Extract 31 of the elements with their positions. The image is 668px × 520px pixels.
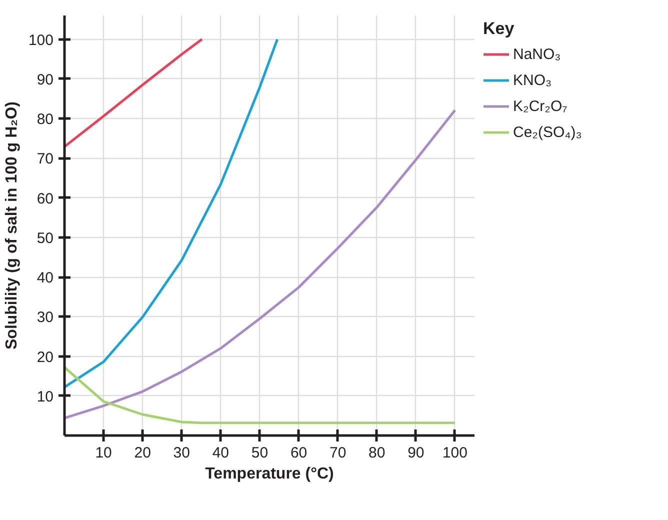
- y-tick-label: 30: [36, 309, 54, 326]
- legend-title: Key: [483, 19, 516, 39]
- y-tick-label: 40: [36, 270, 54, 287]
- legend-label: NaNO₃: [513, 46, 561, 62]
- legend-label: Ce₂(SO₄)₃: [513, 124, 582, 140]
- x-tick-label: 40: [212, 444, 230, 462]
- x-tick-label: 50: [251, 444, 268, 462]
- x-tick-label: 100: [442, 444, 468, 462]
- line-series: [64, 38, 279, 388]
- x-tick-label: 60: [290, 444, 308, 462]
- line-series: [64, 108, 456, 420]
- y-tick-label: 90: [36, 71, 54, 88]
- x-tick-label: 90: [408, 444, 424, 462]
- y-axis-title: Solubility (g of salt in 100 g H₂O): [3, 101, 20, 350]
- legend-label: KNO₃: [513, 72, 552, 88]
- y-tick-label: 60: [36, 190, 54, 208]
- line-series: [64, 366, 456, 424]
- y-tick-label: 20: [36, 348, 54, 366]
- x-tick-label: 30: [173, 444, 190, 462]
- x-tick-label: 10: [95, 444, 112, 462]
- x-tick-label: 70: [329, 444, 346, 462]
- y-tick-label: 80: [36, 111, 54, 128]
- y-tick-label: 70: [36, 150, 54, 168]
- x-axis-title: Temperature (°C): [205, 466, 334, 482]
- legend-label: K₂Cr₂O₇: [513, 98, 568, 114]
- x-tick-label: 20: [134, 444, 151, 462]
- y-tick-label: 10: [36, 388, 54, 406]
- y-tick-label: 100: [28, 32, 54, 49]
- line-series: [64, 38, 204, 148]
- x-tick-label: 80: [368, 444, 386, 462]
- y-tick-label: 50: [36, 230, 54, 247]
